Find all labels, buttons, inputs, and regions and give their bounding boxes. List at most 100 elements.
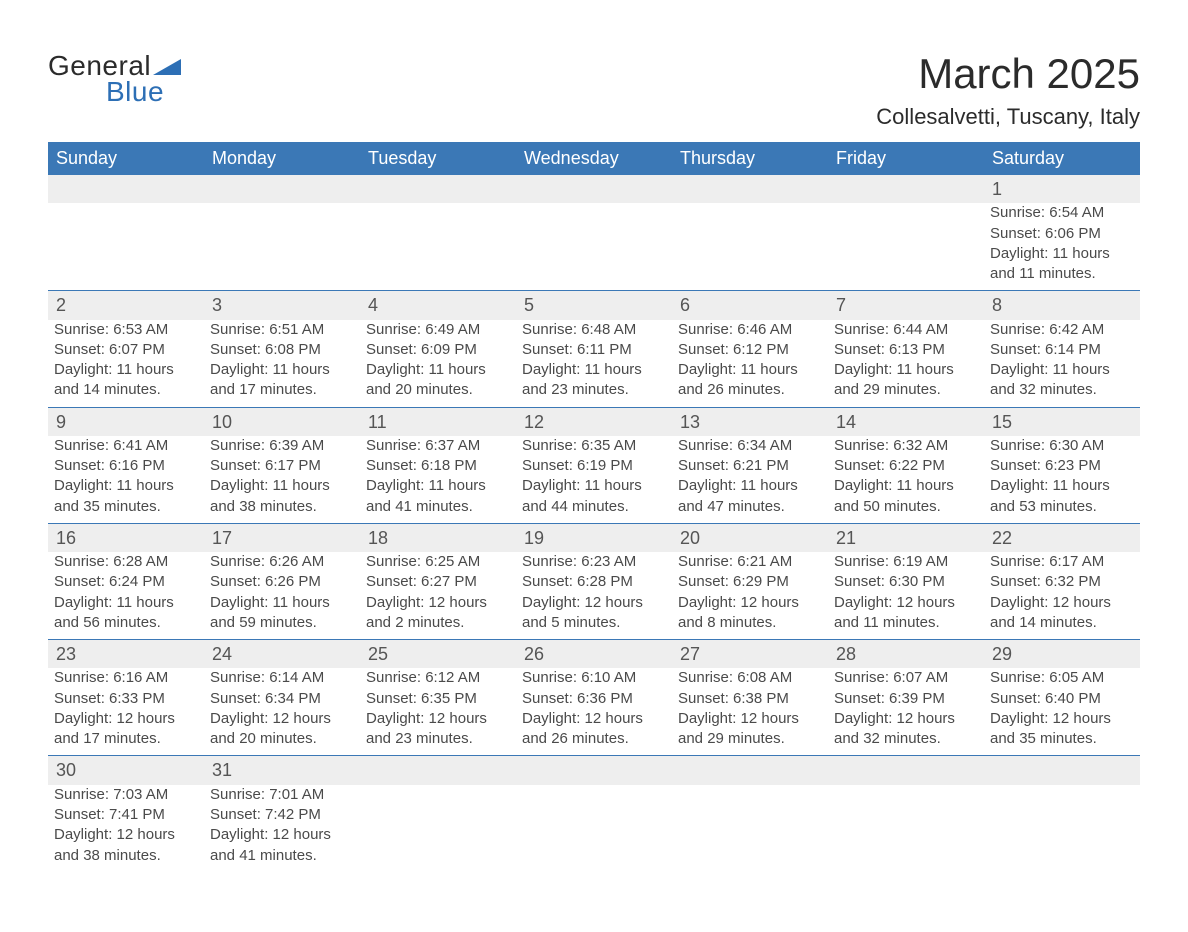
logo: General Blue [48, 50, 181, 108]
day-number-cell [984, 756, 1140, 785]
sunrise-text: Sunrise: 6:14 AM [210, 668, 354, 688]
day-detail-row: Sunrise: 6:41 AMSunset: 6:16 PMDaylight:… [48, 436, 1140, 524]
daylight1-text: Daylight: 12 hours [678, 593, 822, 613]
day-detail-cell: Sunrise: 6:16 AMSunset: 6:33 PMDaylight:… [48, 668, 204, 756]
sunrise-text: Sunrise: 6:39 AM [210, 436, 354, 456]
sunrise-text: Sunrise: 6:19 AM [834, 552, 978, 572]
day-detail-row: Sunrise: 7:03 AMSunset: 7:41 PMDaylight:… [48, 785, 1140, 872]
sunrise-text: Sunrise: 6:54 AM [990, 203, 1134, 223]
day-detail-cell: Sunrise: 6:28 AMSunset: 6:24 PMDaylight:… [48, 552, 204, 640]
daylight2-text: and 53 minutes. [990, 497, 1134, 517]
day-detail-cell [48, 203, 204, 291]
daylight1-text: Daylight: 11 hours [54, 360, 198, 380]
sunrise-text: Sunrise: 6:10 AM [522, 668, 666, 688]
sunset-text: Sunset: 6:14 PM [990, 340, 1134, 360]
day-number-cell [828, 175, 984, 203]
day-number-cell: 8 [984, 291, 1140, 320]
day-detail-cell: Sunrise: 6:48 AMSunset: 6:11 PMDaylight:… [516, 320, 672, 408]
day-number-cell: 19 [516, 523, 672, 552]
daylight1-text: Daylight: 11 hours [834, 360, 978, 380]
daylight2-text: and 20 minutes. [210, 729, 354, 749]
day-detail-cell [204, 203, 360, 291]
sunset-text: Sunset: 6:12 PM [678, 340, 822, 360]
day-number-row: 2345678 [48, 291, 1140, 320]
sunrise-text: Sunrise: 6:21 AM [678, 552, 822, 572]
daylight1-text: Daylight: 11 hours [54, 476, 198, 496]
day-detail-cell: Sunrise: 6:46 AMSunset: 6:12 PMDaylight:… [672, 320, 828, 408]
day-number-row: 16171819202122 [48, 523, 1140, 552]
daylight1-text: Daylight: 11 hours [678, 360, 822, 380]
sunrise-text: Sunrise: 6:34 AM [678, 436, 822, 456]
sunrise-text: Sunrise: 7:01 AM [210, 785, 354, 805]
daylight1-text: Daylight: 12 hours [210, 825, 354, 845]
sunrise-text: Sunrise: 6:17 AM [990, 552, 1134, 572]
day-number-cell: 22 [984, 523, 1140, 552]
sunrise-text: Sunrise: 6:46 AM [678, 320, 822, 340]
calendar-table: Sunday Monday Tuesday Wednesday Thursday… [48, 142, 1140, 872]
day-detail-cell [360, 785, 516, 872]
day-number-row: 9101112131415 [48, 407, 1140, 436]
daylight2-text: and 23 minutes. [366, 729, 510, 749]
daylight2-text: and 59 minutes. [210, 613, 354, 633]
day-number-cell: 4 [360, 291, 516, 320]
day-number-cell [516, 175, 672, 203]
daylight2-text: and 35 minutes. [990, 729, 1134, 749]
day-number-cell: 30 [48, 756, 204, 785]
sunset-text: Sunset: 6:19 PM [522, 456, 666, 476]
weekday-header-row: Sunday Monday Tuesday Wednesday Thursday… [48, 142, 1140, 175]
daylight2-text: and 11 minutes. [990, 264, 1134, 284]
day-number-cell [360, 175, 516, 203]
sunrise-text: Sunrise: 6:44 AM [834, 320, 978, 340]
day-detail-cell: Sunrise: 6:19 AMSunset: 6:30 PMDaylight:… [828, 552, 984, 640]
sunrise-text: Sunrise: 6:25 AM [366, 552, 510, 572]
day-number-row: 1 [48, 175, 1140, 203]
sunset-text: Sunset: 6:30 PM [834, 572, 978, 592]
daylight1-text: Daylight: 11 hours [990, 360, 1134, 380]
day-detail-cell [672, 785, 828, 872]
day-number-cell: 9 [48, 407, 204, 436]
daylight2-text: and 44 minutes. [522, 497, 666, 517]
day-detail-cell: Sunrise: 6:23 AMSunset: 6:28 PMDaylight:… [516, 552, 672, 640]
sunset-text: Sunset: 6:26 PM [210, 572, 354, 592]
sunrise-text: Sunrise: 6:16 AM [54, 668, 198, 688]
logo-triangle-icon [153, 55, 181, 75]
daylight1-text: Daylight: 11 hours [990, 244, 1134, 264]
day-number-cell: 5 [516, 291, 672, 320]
sunset-text: Sunset: 7:42 PM [210, 805, 354, 825]
day-number-cell: 21 [828, 523, 984, 552]
day-detail-cell: Sunrise: 6:08 AMSunset: 6:38 PMDaylight:… [672, 668, 828, 756]
day-detail-cell [672, 203, 828, 291]
day-number-cell: 24 [204, 640, 360, 669]
daylight2-text: and 38 minutes. [54, 846, 198, 866]
sunset-text: Sunset: 6:09 PM [366, 340, 510, 360]
day-detail-cell: Sunrise: 7:01 AMSunset: 7:42 PMDaylight:… [204, 785, 360, 872]
day-detail-cell: Sunrise: 6:10 AMSunset: 6:36 PMDaylight:… [516, 668, 672, 756]
day-detail-cell: Sunrise: 6:54 AMSunset: 6:06 PMDaylight:… [984, 203, 1140, 291]
day-number-cell: 17 [204, 523, 360, 552]
weekday-header: Wednesday [516, 142, 672, 175]
day-number-cell: 3 [204, 291, 360, 320]
daylight2-text: and 47 minutes. [678, 497, 822, 517]
daylight1-text: Daylight: 12 hours [366, 593, 510, 613]
daylight1-text: Daylight: 12 hours [522, 709, 666, 729]
daylight2-text: and 14 minutes. [990, 613, 1134, 633]
day-number-cell: 15 [984, 407, 1140, 436]
day-detail-row: Sunrise: 6:53 AMSunset: 6:07 PMDaylight:… [48, 320, 1140, 408]
sunset-text: Sunset: 6:24 PM [54, 572, 198, 592]
daylight2-text: and 17 minutes. [54, 729, 198, 749]
daylight2-text: and 32 minutes. [834, 729, 978, 749]
daylight2-text: and 41 minutes. [210, 846, 354, 866]
sunrise-text: Sunrise: 6:48 AM [522, 320, 666, 340]
day-number-cell: 16 [48, 523, 204, 552]
sunset-text: Sunset: 6:33 PM [54, 689, 198, 709]
day-number-cell: 20 [672, 523, 828, 552]
day-number-cell [828, 756, 984, 785]
day-detail-cell: Sunrise: 6:49 AMSunset: 6:09 PMDaylight:… [360, 320, 516, 408]
day-number-cell: 6 [672, 291, 828, 320]
day-detail-cell: Sunrise: 6:41 AMSunset: 6:16 PMDaylight:… [48, 436, 204, 524]
daylight1-text: Daylight: 11 hours [210, 593, 354, 613]
daylight2-text: and 32 minutes. [990, 380, 1134, 400]
sunset-text: Sunset: 6:40 PM [990, 689, 1134, 709]
daylight1-text: Daylight: 12 hours [990, 709, 1134, 729]
day-number-cell: 1 [984, 175, 1140, 203]
